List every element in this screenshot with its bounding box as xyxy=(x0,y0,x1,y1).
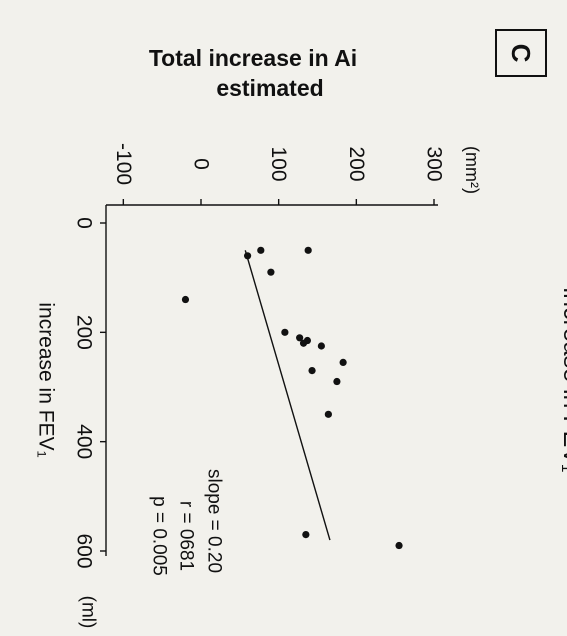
y-tick-label: 0 xyxy=(190,158,213,170)
y-axis-title-line1: Total increase in Ai xyxy=(149,45,357,71)
data-point xyxy=(333,377,341,386)
y-tick-label: -100 xyxy=(112,143,135,185)
data-point xyxy=(296,334,304,342)
data-point xyxy=(281,328,289,336)
stat-r: r = 0681 xyxy=(176,501,197,571)
data-point xyxy=(304,246,312,254)
x-tick-label: 200 xyxy=(73,315,96,350)
data-point xyxy=(317,342,325,350)
y-axis-title-line2: estimated xyxy=(216,75,323,101)
data-point xyxy=(339,358,347,366)
panel-label: C xyxy=(506,44,536,63)
y-tick-label: 300 xyxy=(423,146,446,181)
x-tick-label: 0 xyxy=(73,217,96,229)
data-point xyxy=(308,367,316,375)
data-point xyxy=(302,531,310,539)
stat-p: p = 0.005 xyxy=(149,496,170,576)
y-tick-label: 100 xyxy=(267,146,290,181)
regression-line xyxy=(244,250,331,541)
x-tick-label: 600 xyxy=(73,533,96,568)
data-point xyxy=(267,268,275,276)
data-point xyxy=(299,339,308,347)
y-tick-label: 200 xyxy=(345,146,368,181)
stat-slope: slope = 0.20 xyxy=(204,469,225,573)
data-point xyxy=(181,295,190,304)
panel-label-box xyxy=(495,29,547,77)
data-point xyxy=(324,410,332,418)
y-axis-unit: (mm²) xyxy=(462,146,482,194)
x-tick-label: 400 xyxy=(73,424,96,459)
data-point xyxy=(257,246,265,254)
data-point xyxy=(395,541,403,550)
x-axis-title: increase in FEV₁ xyxy=(35,302,58,457)
x-axis-unit: (ml) xyxy=(78,596,99,629)
data-point xyxy=(244,252,252,260)
partial-heading: increase in FEV₁ xyxy=(558,288,567,473)
